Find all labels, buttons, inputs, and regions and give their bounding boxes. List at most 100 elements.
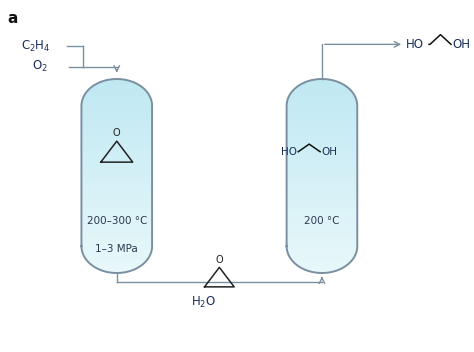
Bar [82, 195, 152, 198]
Bar [82, 205, 152, 208]
Bar [287, 108, 357, 111]
Bar [287, 142, 357, 144]
Bar [82, 212, 152, 215]
Bar [287, 246, 357, 249]
Bar [82, 200, 152, 203]
Bar [82, 241, 152, 244]
Text: OH: OH [321, 147, 337, 157]
Bar [94, 84, 139, 86]
Bar [287, 230, 357, 232]
Bar [82, 176, 152, 178]
Bar [287, 208, 357, 210]
Bar [287, 212, 357, 215]
Text: O: O [216, 254, 223, 265]
Bar [82, 188, 152, 190]
Bar [82, 159, 152, 162]
Bar [82, 181, 152, 183]
Bar [82, 232, 152, 234]
Bar [82, 157, 152, 159]
Bar [91, 86, 143, 89]
Bar [287, 122, 357, 125]
Bar [287, 113, 357, 115]
Bar [288, 99, 356, 101]
Bar [287, 164, 357, 166]
Bar [82, 169, 152, 171]
Bar [82, 137, 152, 140]
Bar [82, 113, 152, 115]
Bar [94, 266, 139, 268]
Bar [296, 86, 348, 89]
Bar [82, 203, 152, 205]
Bar [82, 130, 152, 132]
Bar [82, 99, 151, 101]
Text: $\mathrm{O_2}$: $\mathrm{O_2}$ [32, 59, 48, 74]
Bar [287, 222, 357, 225]
Bar [304, 268, 340, 271]
Bar [287, 203, 357, 205]
Bar [287, 166, 357, 169]
Bar [311, 79, 332, 81]
Bar [82, 178, 152, 181]
Bar [84, 94, 149, 96]
Text: $\mathrm{H_2O}$: $\mathrm{H_2O}$ [191, 295, 216, 310]
Bar [289, 253, 356, 256]
Bar [82, 115, 152, 118]
Bar [287, 193, 357, 195]
Bar [287, 205, 357, 208]
Bar [287, 115, 357, 118]
Bar [287, 154, 357, 157]
Bar [82, 125, 152, 127]
Bar [287, 217, 357, 220]
Bar [82, 111, 152, 113]
Text: O: O [113, 128, 120, 138]
Bar [83, 253, 150, 256]
Bar [287, 127, 357, 130]
Bar [82, 174, 152, 176]
Bar [287, 176, 357, 178]
Text: HO: HO [406, 38, 424, 51]
Bar [91, 263, 143, 266]
Text: HO: HO [281, 147, 297, 157]
Bar [82, 135, 152, 137]
Bar [84, 256, 149, 258]
Bar [287, 130, 357, 132]
Bar [86, 258, 147, 261]
Bar [287, 210, 357, 212]
Bar [82, 210, 152, 212]
Bar [292, 258, 353, 261]
Text: a: a [7, 11, 18, 26]
Bar [287, 186, 357, 188]
Bar [287, 239, 357, 241]
Bar [82, 103, 152, 106]
Text: $\mathrm{C_2H_4}$: $\mathrm{C_2H_4}$ [21, 38, 51, 54]
Bar [82, 106, 152, 108]
Bar [82, 225, 152, 227]
Bar [296, 263, 348, 266]
Bar [82, 217, 152, 220]
Bar [99, 268, 135, 271]
Bar [82, 193, 152, 195]
Bar [293, 261, 350, 263]
Bar [82, 152, 152, 154]
Bar [287, 227, 357, 230]
Bar [82, 171, 152, 174]
Bar [82, 190, 152, 193]
Bar [287, 183, 357, 186]
Text: 200–300 °C: 200–300 °C [87, 216, 147, 226]
Bar [82, 132, 152, 135]
Text: 1–3 MPa: 1–3 MPa [95, 244, 138, 254]
Bar [82, 222, 152, 225]
Bar [82, 120, 152, 122]
Bar [82, 249, 152, 251]
Bar [287, 215, 357, 217]
Bar [106, 79, 127, 81]
Bar [82, 101, 152, 103]
Bar [287, 135, 357, 137]
Bar [292, 91, 353, 94]
Bar [82, 140, 152, 142]
Bar [82, 127, 152, 130]
Bar [82, 246, 152, 249]
Bar [82, 154, 152, 157]
Bar [287, 132, 357, 135]
Bar [82, 230, 152, 232]
